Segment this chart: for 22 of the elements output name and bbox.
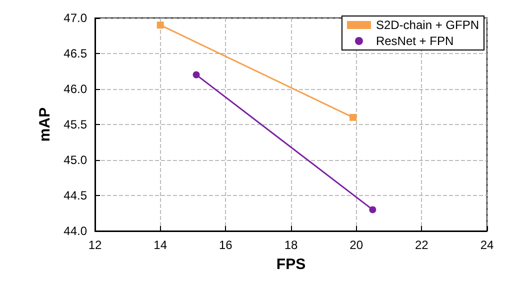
point <box>192 71 200 78</box>
x-tick-label: 24 <box>480 238 494 252</box>
y-tick-label: 44.5 <box>64 188 88 202</box>
x-tick-label: 18 <box>284 238 298 252</box>
x-tick-label: 20 <box>350 238 364 252</box>
point <box>156 22 164 29</box>
legend-label: S2D-chain + GFPN <box>376 18 480 32</box>
y-tick-label: 46.5 <box>64 46 88 60</box>
x-tick-label: 12 <box>88 238 102 252</box>
y-tick-label: 45.5 <box>64 118 88 132</box>
y-tick-label: 44.0 <box>64 224 88 238</box>
x-tick-label: 22 <box>414 238 429 252</box>
y-axis-title: mAP <box>36 107 54 142</box>
x-axis-title: FPS <box>276 256 306 273</box>
point <box>369 206 376 214</box>
x-tick-label: 16 <box>218 238 233 252</box>
y-tick-label: 47.0 <box>64 11 88 25</box>
x-tick-label: 14 <box>154 238 168 252</box>
legend-label: ResNet + FPN <box>376 34 454 48</box>
point <box>350 114 357 121</box>
y-tick-label: 45.0 <box>64 153 88 167</box>
y-tick-label: 46.0 <box>64 82 88 96</box>
